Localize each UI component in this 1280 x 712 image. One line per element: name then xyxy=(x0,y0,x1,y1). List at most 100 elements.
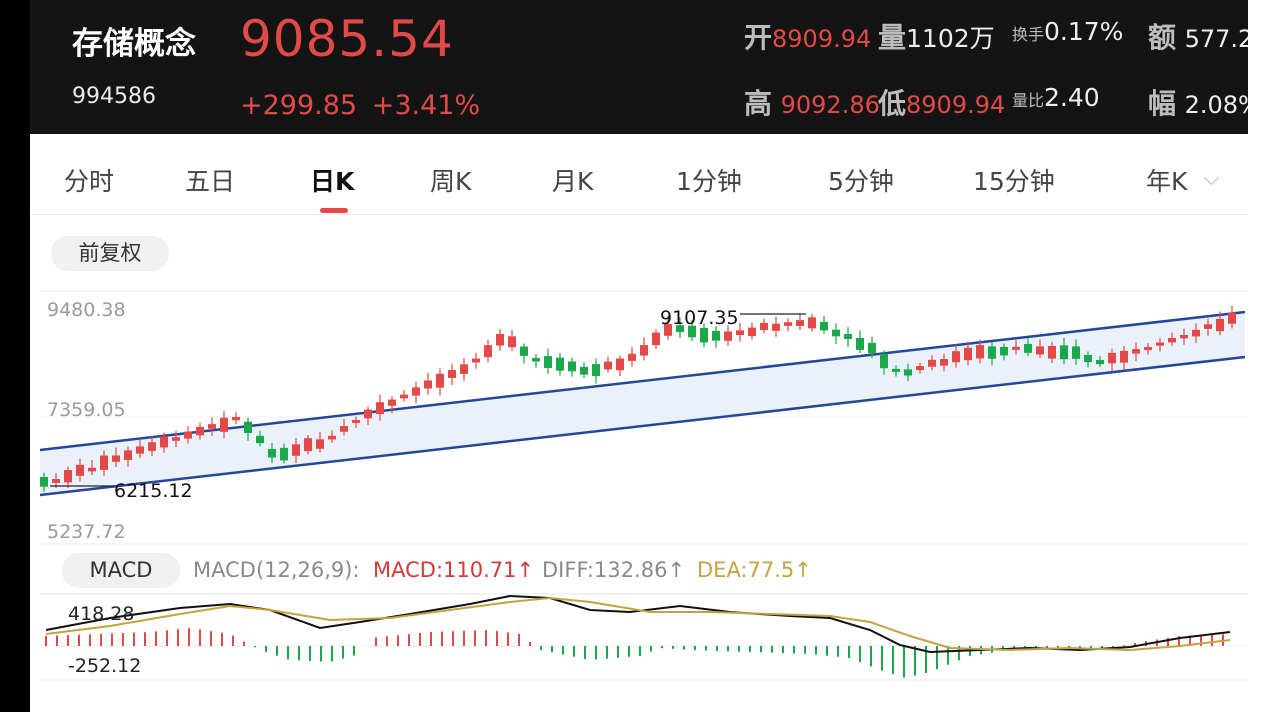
tab-five-day[interactable]: 五日 xyxy=(185,167,236,196)
candle-body xyxy=(892,368,900,372)
candle-body xyxy=(220,417,228,432)
high-value: 9092.86 xyxy=(780,91,880,119)
candle-body xyxy=(1060,345,1068,360)
y-axis-label-top: 9480.38 xyxy=(47,299,126,321)
volume-label: 量 xyxy=(878,21,907,54)
candle-body xyxy=(748,327,756,336)
candle-body xyxy=(664,324,672,336)
amplitude-label: 幅 xyxy=(1148,87,1177,120)
active-tab-indicator xyxy=(320,208,348,213)
macd-axis-top: 418.28 xyxy=(68,603,134,625)
candle-body xyxy=(1228,312,1236,324)
candle-body xyxy=(676,325,684,333)
candle-body xyxy=(940,358,948,366)
candle-body xyxy=(448,369,456,378)
candle-body xyxy=(148,442,156,451)
candle-body xyxy=(376,402,384,415)
quote-header: 存储概念 994586 9085.54 +299.85 +3.41% 开8909… xyxy=(30,0,1248,134)
open-value: 8909.94 xyxy=(772,25,872,53)
candle-body xyxy=(244,421,252,434)
low-label: 低 xyxy=(878,87,907,120)
open-stat: 开8909.94 xyxy=(744,16,871,56)
candle-body xyxy=(316,439,324,449)
candle-body xyxy=(112,455,120,462)
macd-indicator-button[interactable]: MACD xyxy=(62,553,180,588)
candle-body xyxy=(712,330,720,341)
candle-body xyxy=(1048,345,1056,359)
turnover-value: 0.17% xyxy=(1044,17,1124,46)
volume-stat: 量1102万 xyxy=(878,16,995,56)
candle-body xyxy=(1012,346,1020,350)
candle-body xyxy=(832,329,840,337)
dea-value: DEA:77.5↑ xyxy=(697,558,812,582)
macd-value: MACD:110.71↑ xyxy=(373,558,535,582)
candle-body xyxy=(304,438,312,452)
candle-body xyxy=(1000,346,1008,356)
candle-body xyxy=(160,436,168,448)
candle-body xyxy=(1108,352,1116,364)
stock-code: 994586 xyxy=(72,84,156,109)
candle-body xyxy=(904,369,912,376)
tab-1min[interactable]: 1分钟 xyxy=(676,167,742,196)
turnover-label: 换手 xyxy=(1012,25,1045,44)
chart-canvas: 9480.38 7359.05 5237.72 9107.35 6215.12 … xyxy=(39,290,1248,681)
current-price: 9085.54 xyxy=(240,10,454,68)
candle-body xyxy=(760,322,768,330)
candle-body xyxy=(412,387,420,396)
candle-body xyxy=(1120,350,1128,363)
candle-body xyxy=(232,416,240,421)
change-value: +299.85 xyxy=(240,90,358,121)
candle-body xyxy=(1180,334,1188,339)
channel-lower-line xyxy=(39,355,1246,497)
tab-weekly-k[interactable]: 周K xyxy=(430,167,472,196)
candle-body xyxy=(100,455,108,470)
candle-body xyxy=(724,331,732,341)
candle-body xyxy=(268,449,276,458)
candle-body xyxy=(856,337,864,350)
channel-upper-line xyxy=(39,310,1246,452)
diff-value: DIFF:132.86↑ xyxy=(542,558,686,582)
candle-body xyxy=(916,366,924,371)
tab-monthly-k[interactable]: 月K xyxy=(552,167,594,196)
candle-body xyxy=(328,435,336,440)
price-change: +299.85 +3.41% xyxy=(240,90,480,121)
candle-body xyxy=(1096,360,1104,365)
amount-value: 577.2 xyxy=(1184,25,1248,53)
amount-stat: 额 577.2 xyxy=(1148,16,1248,56)
candle-body xyxy=(1144,347,1152,351)
macd-histogram xyxy=(45,628,1224,678)
candle-body xyxy=(736,330,744,336)
tab-15min[interactable]: 15分钟 xyxy=(973,167,1055,196)
candle-body xyxy=(592,364,600,376)
candle-body xyxy=(880,353,888,369)
candle-body xyxy=(292,444,300,456)
candle-body xyxy=(796,320,804,327)
candle-body xyxy=(40,476,48,487)
candle-body xyxy=(1168,337,1176,343)
candle-body xyxy=(1024,343,1032,353)
candle-body xyxy=(580,366,588,375)
stock-name: 存储概念 xyxy=(72,26,196,62)
candle-body xyxy=(1036,346,1044,355)
low-stat: 低8909.94 xyxy=(878,82,1005,122)
dea-line xyxy=(45,596,1231,652)
macd-axis-bottom: -252.12 xyxy=(68,655,141,677)
candle-body xyxy=(508,336,516,348)
tab-daily-k[interactable]: 日K xyxy=(310,167,355,196)
candle-body xyxy=(976,345,984,359)
adjust-button[interactable]: 前复权 xyxy=(51,236,169,271)
candle-body xyxy=(340,426,348,432)
candle-body xyxy=(1204,324,1212,329)
tab-yearly-k[interactable]: 年K xyxy=(1146,167,1188,196)
vol-ratio-label: 量比 xyxy=(1012,91,1045,110)
volume-value: 1102万 xyxy=(906,24,995,53)
vol-ratio-value: 2.40 xyxy=(1044,83,1100,112)
candle-body xyxy=(640,345,648,356)
candle-body xyxy=(652,332,660,346)
candle-body xyxy=(1084,354,1092,363)
tab-5min[interactable]: 5分钟 xyxy=(828,167,894,196)
tab-intraday[interactable]: 分时 xyxy=(64,167,115,196)
candle-body xyxy=(124,450,132,460)
candle-body xyxy=(700,327,708,343)
stock-detail-screen: 存储概念 994586 9085.54 +299.85 +3.41% 开8909… xyxy=(30,0,1248,712)
